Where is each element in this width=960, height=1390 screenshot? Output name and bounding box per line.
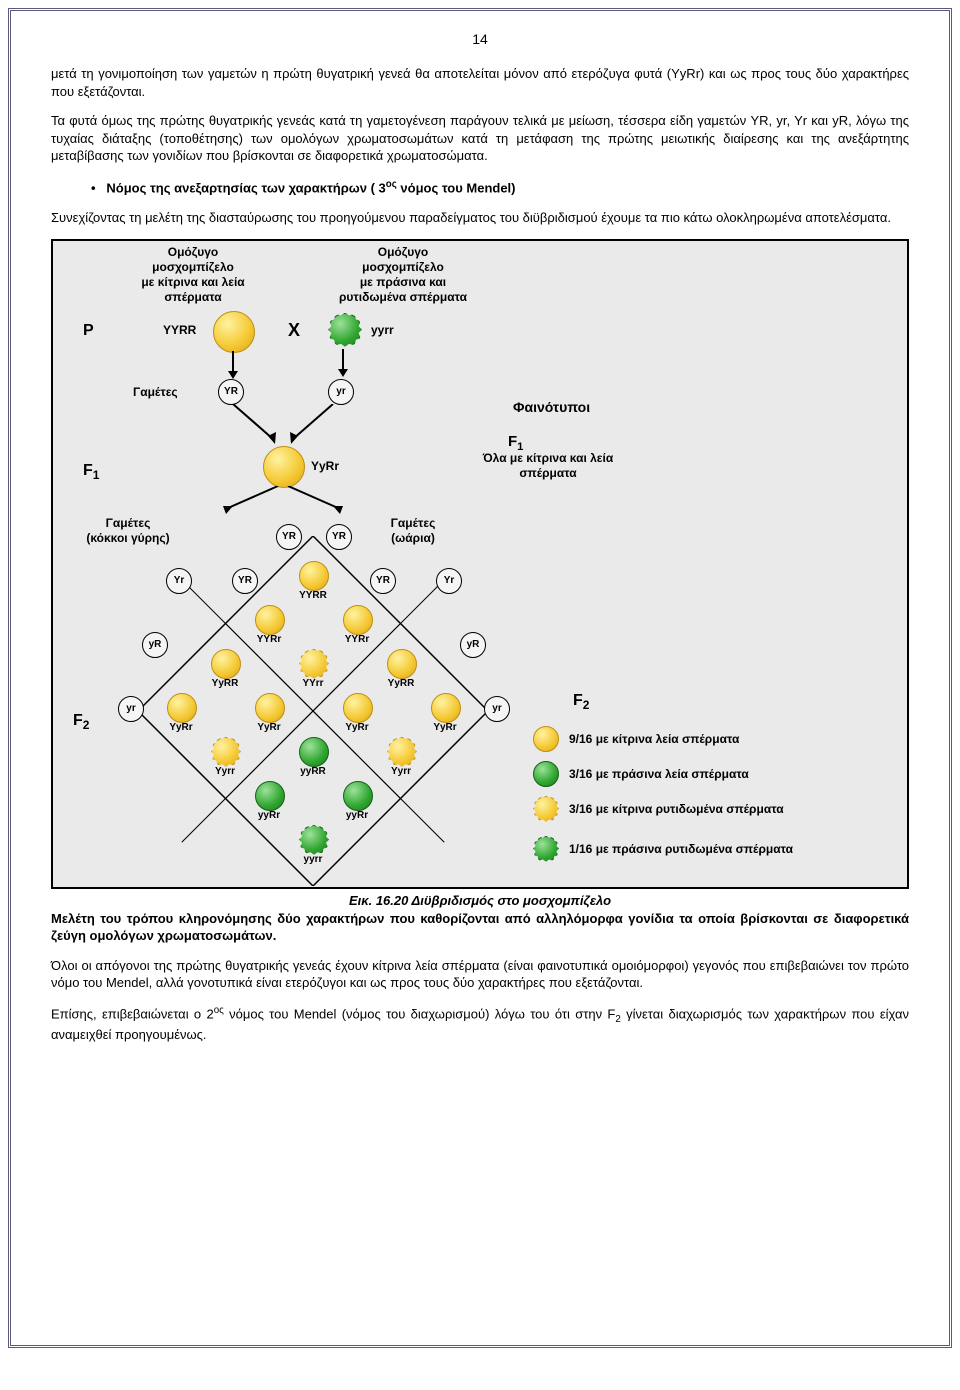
- cell-label: yyrr: [293, 854, 333, 865]
- seed-cell: [255, 693, 285, 723]
- seed-icon: [533, 796, 559, 822]
- paragraph-3: Συνεχίζοντας τη μελέτη της διασταύρωσης …: [51, 209, 909, 227]
- gamete-ova: Yr: [436, 568, 462, 594]
- page-container: 14 μετά τη γονιμοποίηση των γαμετών η πρ…: [8, 8, 952, 1348]
- cell-label: YYrr: [293, 678, 333, 689]
- legend-row: 9/16 με κίτρινα λεία σπέρματα: [533, 726, 739, 752]
- label-f1-left: F1: [83, 461, 99, 483]
- seed-cell: [387, 649, 417, 679]
- seed-cell: [343, 693, 373, 723]
- cell-label: YyRR: [381, 678, 421, 689]
- legend-text: 3/16 με πράσινα λεία σπέρματα: [569, 767, 749, 781]
- cell-label: Yyrr: [381, 766, 421, 777]
- cell-label: Yyrr: [205, 766, 245, 777]
- cell-label: yyRr: [337, 810, 377, 821]
- gamete-ova: YR: [370, 568, 396, 594]
- figure-caption: Εικ. 16.20 Διϋβριδισμός στο μοσχομπίζελο: [51, 893, 909, 908]
- label-f2-left: F2: [73, 711, 89, 733]
- arrow-icon: [223, 351, 243, 381]
- seed-icon: [533, 726, 559, 752]
- seed-cell: [431, 693, 461, 723]
- gamete-ova: yr: [484, 696, 510, 722]
- seed-icon: [533, 836, 559, 862]
- label-gametes: Γαμέτες: [133, 385, 178, 400]
- gamete-pollen: YR: [232, 568, 258, 594]
- legend-text: 1/16 με πράσινα ρυτιδωμένα σπέρματα: [569, 842, 793, 856]
- paragraph-2: Τα φυτά όμως της πρώτης θυγατρικής γενεά…: [51, 112, 909, 165]
- label-phenotypes: Φαινότυποι: [513, 399, 590, 417]
- legend-row: 3/16 με πράσινα λεία σπέρματα: [533, 761, 749, 787]
- cell-label: yyRR: [293, 766, 333, 777]
- label-p: P: [83, 321, 94, 341]
- cell-label: YyRR: [205, 678, 245, 689]
- cell-label: YyRr: [249, 722, 289, 733]
- seed-cell: [343, 781, 373, 811]
- legend-text: 3/16 με κίτρινα ρυτιδωμένα σπέρματα: [569, 802, 784, 816]
- seed-icon: [533, 761, 559, 787]
- legend-row: 1/16 με πράσινα ρυτιδωμένα σπέρματα: [533, 836, 793, 862]
- cell-label: YyRr: [425, 722, 465, 733]
- cell-label: YYRR: [293, 590, 333, 601]
- arrow-icon: [213, 486, 353, 516]
- gamete-pollen: YR: [276, 524, 302, 550]
- cell-label: YYRr: [249, 634, 289, 645]
- gamete-yr-lower: yr: [328, 379, 354, 405]
- page-number: 14: [51, 31, 909, 47]
- gamete-pollen: Yr: [166, 568, 192, 594]
- cell-label: yyRr: [249, 810, 289, 821]
- seed-parent-green: [328, 313, 362, 347]
- seed-f1: [263, 446, 305, 488]
- legend-row: 3/16 με κίτρινα ρυτιδωμένα σπέρματα: [533, 796, 784, 822]
- seed-cell: [211, 649, 241, 679]
- label-f1-desc: Όλα με κίτρινα και λεία σπέρματα: [463, 451, 633, 481]
- legend-text: 9/16 με κίτρινα λεία σπέρματα: [569, 732, 739, 746]
- gamete-yr-upper: YR: [218, 379, 244, 405]
- cell-label: YYRr: [337, 634, 377, 645]
- caption-description: Μελέτη του τρόπου κληρονόμησης δύο χαρακ…: [51, 910, 909, 945]
- parent-right-title: Ομόζυγο μοσχομπίζελο με πράσινα και ρυτι…: [313, 245, 493, 305]
- label-x: X: [288, 319, 300, 342]
- seed-cell: [299, 561, 329, 591]
- paragraph-4: Όλοι οι απόγονοι της πρώτης θυγατρικής γ…: [51, 957, 909, 992]
- label-yyrr-p2: yyrr: [371, 323, 394, 338]
- label-f2-right: F2: [573, 691, 589, 713]
- paragraph-5: Επίσης, επιβεβαιώνεται ο 2ος νόμος του M…: [51, 1004, 909, 1044]
- gamete-pollen: yR: [142, 632, 168, 658]
- seed-cell: [167, 693, 197, 723]
- label-f1-genotype: YyRr: [311, 459, 339, 474]
- arrow-icon: [333, 349, 353, 379]
- figure-dihybrid: Ομόζυγο μοσχομπίζελο με κίτρινα και λεία…: [51, 239, 909, 889]
- gamete-pollen: yr: [118, 696, 144, 722]
- arrow-icon: [228, 404, 338, 449]
- seed-cell: [343, 605, 373, 635]
- parent-left-title: Ομόζυγο μοσχομπίζελο με κίτρινα και λεία…: [113, 245, 273, 305]
- seed-parent-yellow: [213, 311, 255, 353]
- cell-label: YyRr: [161, 722, 201, 733]
- gamete-ova: yR: [460, 632, 486, 658]
- gamete-ova: YR: [326, 524, 352, 550]
- seed-cell: [299, 737, 329, 767]
- punnett-square: YR YR Yr yR yr YR YR Yr yR yr YYRR YYRr …: [138, 536, 488, 886]
- cell-label: YyRr: [337, 722, 377, 733]
- seed-cell: [255, 605, 285, 635]
- paragraph-1: μετά τη γονιμοποίηση των γαμετών η πρώτη…: [51, 65, 909, 100]
- bullet-heading: • Νόμος της ανεξαρτησίας των χαρακτήρων …: [91, 179, 909, 195]
- seed-cell: [255, 781, 285, 811]
- label-yyrr-p1: YYRR: [163, 323, 196, 338]
